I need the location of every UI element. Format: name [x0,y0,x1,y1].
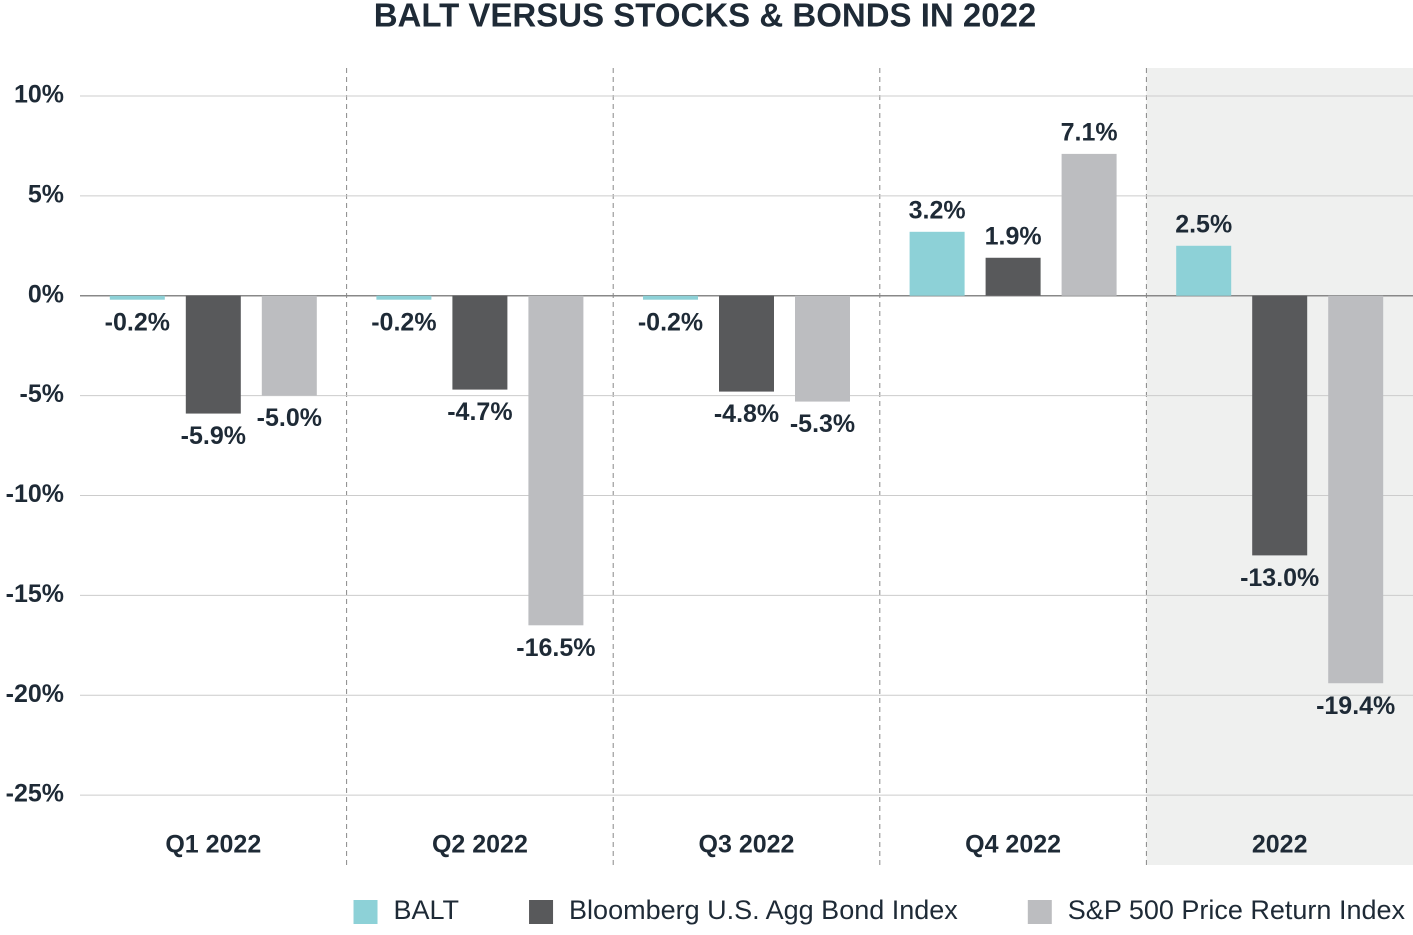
value-label: 3.2% [909,196,966,224]
bar [261,295,317,396]
bar [1176,245,1232,296]
legend-label: S&P 500 Price Return Index [1068,895,1406,925]
value-label: -5.3% [790,410,855,438]
legend-swatch [353,900,378,924]
value-label: -13.0% [1240,564,1319,592]
y-tick-label: -15% [6,580,64,608]
y-tick-label: -20% [6,680,64,708]
y-tick-label: -5% [20,380,64,408]
y-tick-label: -25% [6,780,64,808]
legend-swatch [529,900,554,924]
value-label: -5.9% [181,422,246,450]
bar [985,257,1041,296]
y-tick-label: -10% [6,480,64,508]
x-tick-label: Q3 2022 [699,831,795,859]
legend-label: BALT [394,895,460,925]
value-label: -19.4% [1316,692,1395,720]
value-label: -0.2% [105,308,170,336]
value-label: 7.1% [1061,119,1118,147]
value-label: -0.2% [371,308,436,336]
bar [1328,295,1384,684]
bar [452,295,508,390]
legend-swatch [1027,900,1052,924]
y-tick-label: 0% [28,280,64,308]
x-tick-label: Q2 2022 [432,831,528,859]
value-label: -0.2% [638,308,703,336]
bar [909,231,965,296]
x-tick-label: Q4 2022 [965,831,1061,859]
value-label: -5.0% [257,404,322,432]
bar [719,295,774,392]
x-tick-label: 2022 [1252,831,1308,859]
bar [528,295,584,626]
bar [376,295,432,300]
bar [185,295,241,414]
legend-label: Bloomberg U.S. Agg Bond Index [569,895,958,925]
value-label: 2.5% [1175,210,1232,238]
value-label: 1.9% [985,222,1042,250]
bar [1061,153,1117,296]
chart-title: BALT VERSUS STOCKS & BONDS IN 2022 [374,0,1037,34]
value-label: -4.8% [714,400,779,428]
value-label: -16.5% [516,634,595,662]
y-tick-label: 10% [14,81,64,109]
y-tick-label: 5% [28,180,64,208]
x-tick-label: Q1 2022 [165,831,261,859]
bar [795,295,850,402]
value-label: -4.7% [447,398,512,426]
bar [109,295,165,300]
bar [643,295,698,300]
bar [1252,295,1308,556]
